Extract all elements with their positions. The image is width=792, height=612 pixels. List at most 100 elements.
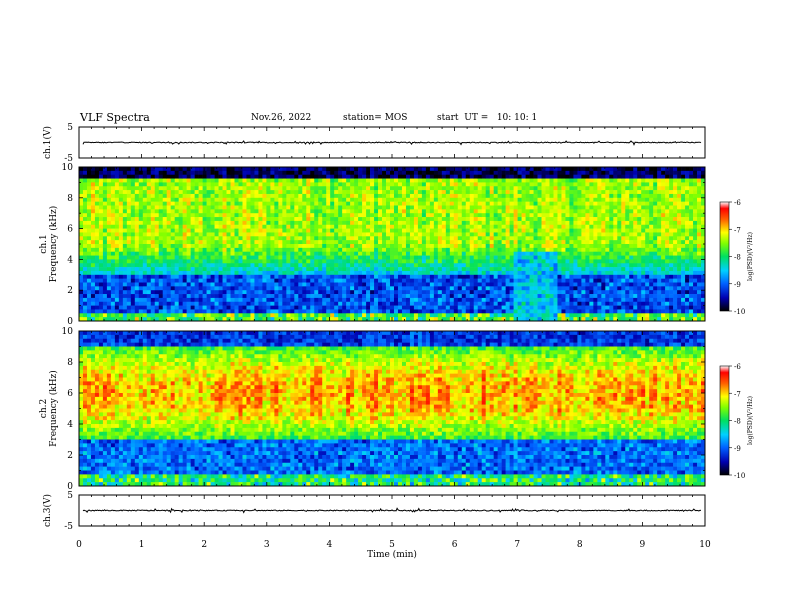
spectrogram-cell	[505, 278, 510, 283]
spectrogram-cell	[382, 286, 387, 291]
spectrogram-cell	[330, 182, 335, 187]
spectrogram-cell	[166, 197, 172, 202]
spectrogram-cell	[254, 251, 259, 256]
spectrogram-cell	[182, 263, 187, 268]
spectrogram-cell	[226, 224, 231, 229]
spectrogram-cell	[425, 197, 431, 202]
spectrogram-cell	[266, 313, 271, 318]
spectrogram-cell	[174, 290, 179, 295]
spectrogram-cell	[206, 278, 211, 283]
spectrogram-cell	[561, 267, 566, 272]
spectrogram-cell	[246, 170, 251, 175]
spectrogram-cell	[354, 263, 359, 268]
spectrogram-cell	[198, 190, 203, 195]
spectrogram-cell	[386, 282, 391, 287]
spectrogram-cell	[118, 240, 124, 245]
spectrogram-cell	[473, 236, 479, 241]
spectrogram-cell	[170, 217, 175, 222]
spectrogram-cell	[326, 297, 331, 303]
spectrogram-cell	[174, 232, 179, 237]
spectrogram-cell	[286, 232, 291, 237]
spectrogram-cell	[457, 197, 463, 202]
spectrogram-cell	[374, 178, 379, 183]
spectrogram-cell	[198, 251, 203, 256]
spectrogram-cell	[461, 270, 467, 276]
spectrogram-cell	[242, 190, 247, 195]
spectrogram-cell	[513, 309, 518, 314]
spectrogram-cell	[549, 297, 554, 303]
spectrogram-cell	[282, 217, 287, 222]
spectrogram-cell	[342, 267, 347, 272]
spectrogram-cell	[370, 220, 375, 226]
spectrogram-cell	[190, 236, 195, 241]
spectrogram-cell	[258, 294, 263, 299]
spectrogram-cell	[146, 244, 152, 249]
spectrogram-cell	[186, 209, 191, 214]
spectrogram-cell	[509, 251, 514, 256]
spectrogram-cell	[230, 193, 235, 199]
spectrogram-cell	[382, 178, 387, 183]
spectrogram-cell	[501, 263, 506, 268]
spectrogram-cell	[110, 201, 116, 206]
spectrogram-cell	[238, 178, 243, 183]
spectrogram-cell	[557, 305, 562, 310]
spectrogram-cell	[294, 240, 299, 245]
spectrogram-cell	[282, 282, 287, 287]
spectrogram-cell	[481, 201, 486, 206]
spectrogram-cell	[250, 236, 255, 241]
spectrogram-cell	[481, 174, 486, 179]
spectrogram-cell	[106, 309, 112, 314]
spectrogram-cell	[561, 201, 566, 206]
spectrogram-cell	[501, 317, 506, 322]
spectrogram-cell	[98, 317, 104, 322]
spectrogram-cell	[302, 297, 307, 303]
spectrogram-cell	[553, 259, 558, 264]
spectrogram-cell	[397, 301, 403, 306]
spectrogram-cell	[529, 186, 534, 191]
spectrogram-cell	[150, 193, 156, 199]
spectrogram-cell	[330, 217, 335, 222]
spectrogram-cell	[282, 174, 287, 179]
spectrogram-cell	[142, 178, 148, 183]
spectrogram-cell	[274, 205, 279, 210]
spectrogram-cell	[553, 274, 558, 279]
spectrogram-cell	[210, 190, 215, 195]
spectrogram-cell	[549, 263, 554, 268]
spectrogram-cell	[94, 167, 100, 172]
spectrogram-cell	[98, 297, 104, 303]
spectrogram-cell	[397, 247, 403, 252]
spectrogram-cell	[322, 217, 327, 222]
spectrogram-cell	[102, 197, 108, 202]
spectrogram-cell	[521, 259, 526, 264]
spectrogram-cell	[533, 236, 538, 241]
spectrogram-cell	[449, 247, 455, 252]
spectrogram-cell	[549, 270, 554, 276]
spectrogram-cell	[214, 190, 219, 195]
spectrogram-cell	[338, 201, 343, 206]
spectrogram-cell	[393, 286, 399, 291]
spectrogram-cell	[322, 270, 327, 276]
spectrogram-cell	[358, 297, 363, 303]
spectrogram-cell	[218, 255, 223, 260]
spectrogram-cell	[449, 174, 455, 179]
spectrogram-cell	[126, 193, 132, 199]
spectrogram-cell	[378, 297, 383, 303]
spectrogram-cell	[557, 278, 562, 283]
spectrogram-cell	[533, 270, 538, 276]
spectrogram-cell	[569, 313, 574, 318]
spectrogram-cell	[386, 197, 391, 202]
spectrogram-cell	[210, 297, 215, 303]
spectrogram-cell	[449, 309, 455, 314]
spectrogram-cell	[114, 182, 120, 187]
spectrogram-cell	[258, 259, 263, 264]
spectrogram-cell	[218, 251, 223, 256]
spectrogram-cell	[218, 182, 223, 187]
spectrogram-cell	[106, 301, 112, 306]
spectrogram-cell	[569, 317, 574, 322]
spectrogram-cell	[481, 182, 486, 187]
spectrogram-cell	[230, 274, 235, 279]
spectrogram-cell	[386, 193, 391, 199]
spectrogram-cell	[210, 286, 215, 291]
spectrogram-cell	[501, 193, 506, 199]
spectrogram-cell	[501, 251, 506, 256]
